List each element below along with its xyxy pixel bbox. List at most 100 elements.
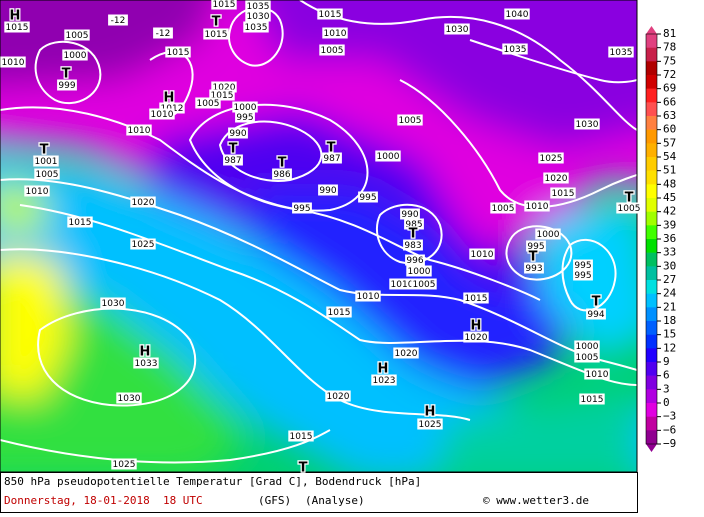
label-box <box>524 262 544 274</box>
label-box <box>535 228 561 240</box>
description: 850 hPa pseudopotentielle Temperatur [Gr… <box>4 475 421 488</box>
label-box <box>4 21 30 33</box>
label-box <box>322 27 348 39</box>
label-box <box>400 208 420 220</box>
pressure-label: 1025 <box>419 420 442 430</box>
legend-label: 3 <box>663 382 670 395</box>
low-marker: T <box>40 143 49 158</box>
legend-swatch <box>646 307 657 322</box>
pressure-label: 1015 <box>319 10 342 20</box>
pressure-label: 993 <box>525 264 542 274</box>
legend-swatch <box>646 293 657 308</box>
legend-label: 9 <box>663 355 670 368</box>
legend-swatch <box>646 116 657 130</box>
legend-label: −3 <box>663 410 676 423</box>
legend-swatch <box>646 403 657 417</box>
model: (GFS) <box>258 494 291 507</box>
pressure-label: 1005 <box>413 280 436 290</box>
pressure-label: 1015 <box>290 432 313 442</box>
legend-label: 0 <box>663 396 670 409</box>
pressure-label: 1005 <box>576 353 599 363</box>
low-marker: T <box>229 142 238 157</box>
label-box <box>288 430 314 442</box>
footer-box <box>0 472 638 513</box>
pressure-label: 1030 <box>576 120 599 130</box>
low-marker: T <box>625 191 634 206</box>
pressure-label: 1030 <box>446 25 469 35</box>
label-box <box>116 392 142 404</box>
pressure-label: 1015 <box>328 308 351 318</box>
legend-label: 51 <box>663 164 676 177</box>
label-box <box>325 390 351 402</box>
legend-swatch <box>646 75 657 89</box>
high-marker: H <box>164 91 175 106</box>
pressure-label: 1015 <box>213 0 236 10</box>
pressure-label: 994 <box>587 310 604 320</box>
label-box <box>371 374 397 386</box>
pressure-label: 1020 <box>132 198 155 208</box>
legend-label: −6 <box>663 423 676 436</box>
legend-swatch <box>646 239 657 253</box>
pressure-label: 1033 <box>135 359 158 369</box>
legend-label: 48 <box>663 177 676 190</box>
legend-label: 33 <box>663 246 676 259</box>
legend-label: 15 <box>663 328 676 341</box>
low-marker: T <box>62 67 71 82</box>
legend-label: 21 <box>663 300 676 313</box>
legend-label: 75 <box>663 54 676 67</box>
legend-label: 72 <box>663 68 676 81</box>
legend-label: 39 <box>663 218 676 231</box>
legend-label: 42 <box>663 205 676 218</box>
label-box <box>211 81 237 93</box>
legend-swatch <box>646 184 657 199</box>
label-box <box>149 108 175 120</box>
legend-swatch <box>646 225 657 240</box>
label-box <box>245 0 271 12</box>
label-box <box>209 89 235 101</box>
label-box <box>133 357 159 369</box>
label-box <box>292 202 312 214</box>
legend-label: 69 <box>663 82 676 95</box>
label-box <box>573 259 593 271</box>
label-box <box>126 124 152 136</box>
legend-label: 57 <box>663 136 676 149</box>
legend-label: 30 <box>663 259 676 272</box>
pressure-label: 1030 <box>247 12 270 22</box>
pressure-label: 1020 <box>395 349 418 359</box>
label-box <box>584 368 610 380</box>
pressure-label: 1000 <box>377 152 400 162</box>
legend-swatch <box>646 102 657 117</box>
temperature-field <box>0 0 637 472</box>
label-box <box>317 8 343 20</box>
label-box <box>405 254 425 266</box>
label-box <box>543 172 569 184</box>
label-box <box>463 292 489 304</box>
legend-swatch <box>646 198 657 212</box>
legend-label: 12 <box>663 341 676 354</box>
label-box <box>245 10 271 22</box>
pressure-label: 1010 <box>526 202 549 212</box>
pressure-label: 990 <box>319 186 336 196</box>
label-box <box>504 8 530 20</box>
legend-swatch <box>646 34 657 48</box>
label-box <box>64 29 90 41</box>
pressure-label: 1005 <box>618 204 641 214</box>
pressure-label: 995 <box>574 261 591 271</box>
pressure-label: 1010 <box>151 110 174 120</box>
pressure-label: 985 <box>405 220 422 230</box>
legend-label: 66 <box>663 95 676 108</box>
pressure-label: 1000 <box>408 267 431 277</box>
low-marker: T <box>529 250 538 265</box>
pressure-label: 1005 <box>321 46 344 56</box>
label-box <box>463 331 489 343</box>
label-box <box>318 184 338 196</box>
pressure-label: 1010 <box>357 292 380 302</box>
legend-swatch <box>646 47 657 62</box>
label-box <box>355 290 381 302</box>
legend-label: 6 <box>663 369 670 382</box>
source: © www.wetter3.de <box>483 494 589 507</box>
pressure-label: 1000 <box>537 230 560 240</box>
color-legend: 8178757269666360575451484542393633302724… <box>645 26 677 452</box>
pressure-label: 1001 <box>35 157 58 167</box>
legend-swatch <box>646 129 657 144</box>
